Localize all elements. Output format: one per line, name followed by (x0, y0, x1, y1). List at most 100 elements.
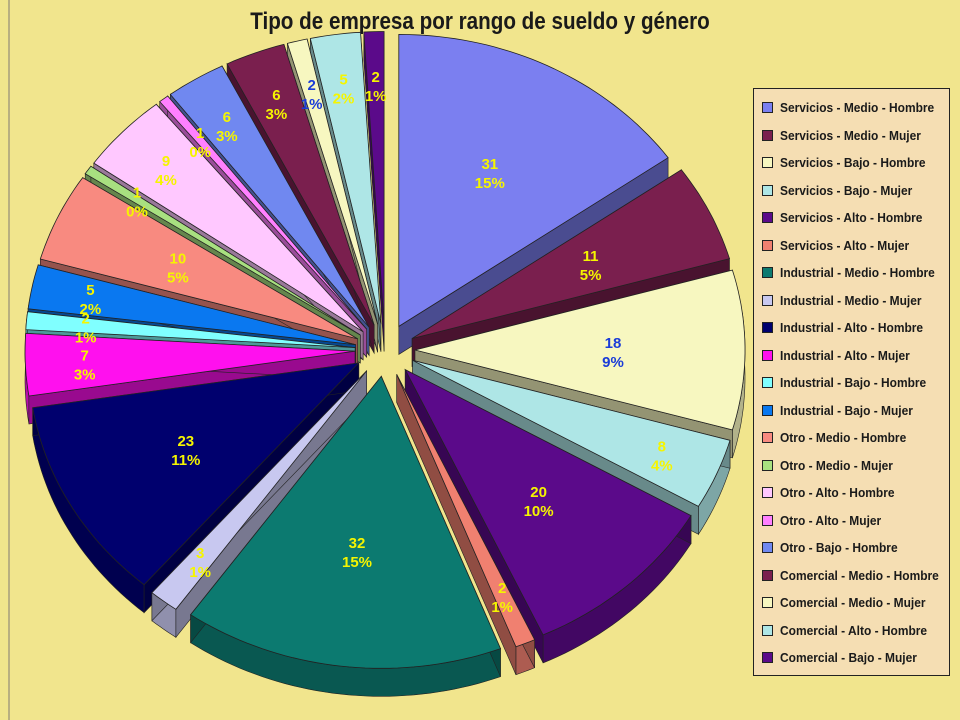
legend-label: Servicios - Alto - Hombre (780, 210, 923, 226)
legend-item: Industrial - Bajo - Hombre (762, 369, 949, 397)
legend-label: Otro - Medio - Mujer (780, 457, 893, 473)
data-label-percent: 1% (75, 330, 97, 347)
legend-label: Comercial - Bajo - Mujer (780, 650, 917, 666)
legend-label: Comercial - Medio - Mujer (780, 595, 926, 611)
legend-swatch (762, 542, 773, 554)
legend-label: Industrial - Alto - Mujer (780, 347, 910, 363)
legend-item: Industrial - Alto - Mujer (762, 342, 949, 370)
pie-slice (226, 43, 375, 326)
legend-item: Comercial - Medio - Hombre (762, 562, 949, 590)
legend-label: Otro - Bajo - Hombre (780, 540, 898, 556)
pie-slice (412, 359, 731, 507)
data-label-value: 3 (196, 545, 204, 562)
legend-label: Comercial - Medio - Hombre (780, 567, 939, 583)
pie-slice (411, 169, 731, 339)
data-label-value: 1 (196, 125, 204, 142)
data-label-percent: 1% (365, 88, 387, 105)
pie-slice (190, 375, 502, 669)
legend-item: Otro - Medio - Mujer (762, 452, 949, 480)
pie-labels: 3115%115%189%84%2010%21%3215%31%2311%73%… (74, 69, 673, 616)
legend-item: Otro - Bajo - Hombre (762, 534, 949, 562)
legend-label: Industrial - Bajo - Hombre (780, 375, 927, 391)
data-label-percent: 4% (651, 458, 673, 475)
pie-slice (93, 103, 364, 333)
data-label-percent: 0% (189, 144, 211, 161)
pie-slice (25, 311, 356, 348)
pie-slice (27, 264, 356, 346)
data-label-value: 23 (177, 433, 194, 450)
legend-item: Servicios - Bajo - Mujer (762, 177, 949, 205)
data-label-value: 6 (272, 87, 280, 104)
data-label-percent: 2% (80, 301, 102, 318)
data-label-value: 1 (133, 185, 141, 202)
legend-swatch (762, 157, 773, 169)
pie-slice (309, 31, 382, 324)
data-label-percent: 1% (301, 96, 323, 113)
legend-label: Comercial - Alto - Hombre (780, 622, 928, 638)
data-label-value: 2 (372, 69, 380, 86)
data-label-percent: 1% (189, 564, 211, 581)
legend-swatch (762, 514, 773, 526)
legend-swatch (762, 267, 773, 279)
data-label-percent: 5% (580, 267, 602, 284)
legend-item: Otro - Medio - Hombre (762, 424, 949, 452)
legend-item: Industrial - Bajo - Mujer (762, 397, 949, 425)
legend-item: Comercial - Alto - Hombre (762, 617, 949, 645)
legend-swatch (762, 102, 773, 114)
pie-slice (396, 374, 536, 648)
legend-label: Servicios - Medio - Hombre (780, 100, 935, 116)
legend-swatch (762, 597, 773, 609)
data-label-value: 2 (308, 77, 316, 94)
chart-legend: Servicios - Medio - Hombre Servicios - Me… (753, 88, 950, 676)
pie-slice (286, 38, 379, 325)
legend-swatch (762, 569, 773, 581)
data-label-value: 20 (530, 484, 547, 501)
pie-slice (39, 177, 358, 340)
data-label-value: 10 (170, 251, 187, 268)
pie-slice (398, 33, 669, 328)
legend-swatch (762, 129, 773, 141)
legend-item: Comercial - Bajo - Mujer (762, 644, 949, 672)
legend-item: Otro - Alto - Mujer (762, 507, 949, 535)
data-label-percent: 0% (126, 204, 148, 221)
legend-item: Comercial - Medio - Mujer (762, 589, 949, 617)
legend-label: Otro - Alto - Hombre (780, 485, 895, 501)
data-label-value: 8 (658, 439, 666, 456)
legend-swatch (762, 377, 773, 389)
legend-item: Industrial - Medio - Hombre (762, 259, 949, 287)
data-label-value: 2 (82, 311, 90, 328)
legend-label: Servicios - Bajo - Hombre (780, 155, 926, 171)
legend-swatch (762, 349, 773, 361)
data-label-value: 7 (81, 347, 89, 364)
data-label-percent: 15% (342, 554, 372, 571)
pie-slice (159, 95, 367, 330)
data-label-percent: 5% (167, 270, 189, 287)
legend-item: Servicios - Medio - Mujer (762, 122, 949, 150)
data-label-percent: 3% (74, 366, 96, 383)
legend-swatch (762, 459, 773, 471)
legend-item: Servicios - Alto - Mujer (762, 232, 949, 260)
chart-title: Tipo de empresa por rango de sueldo y gé… (250, 8, 710, 35)
legend-label: Servicios - Alto - Mujer (780, 237, 910, 253)
data-label-percent: 11% (171, 452, 200, 469)
pie-slice (32, 362, 360, 586)
data-label-percent: 4% (155, 172, 177, 189)
legend-swatch (762, 432, 773, 444)
pie-slice (363, 31, 385, 324)
data-label-value: 5 (86, 282, 94, 299)
pie-tops (24, 31, 746, 669)
pie-slice (404, 368, 692, 636)
legend-label: Industrial - Alto - Hombre (780, 320, 924, 336)
data-label-percent: 1% (491, 599, 513, 616)
legend-swatch (762, 652, 773, 664)
legend-item: Servicios - Medio - Hombre (762, 94, 949, 122)
legend-swatch (762, 624, 773, 636)
legend-swatch (762, 294, 773, 306)
data-label-percent: 3% (266, 106, 288, 123)
pie-slice (84, 165, 361, 336)
pie-slice (151, 370, 367, 610)
data-label-value: 5 (339, 72, 347, 89)
legend-label: Servicios - Bajo - Mujer (780, 182, 913, 198)
data-label-percent: 2% (333, 91, 355, 108)
